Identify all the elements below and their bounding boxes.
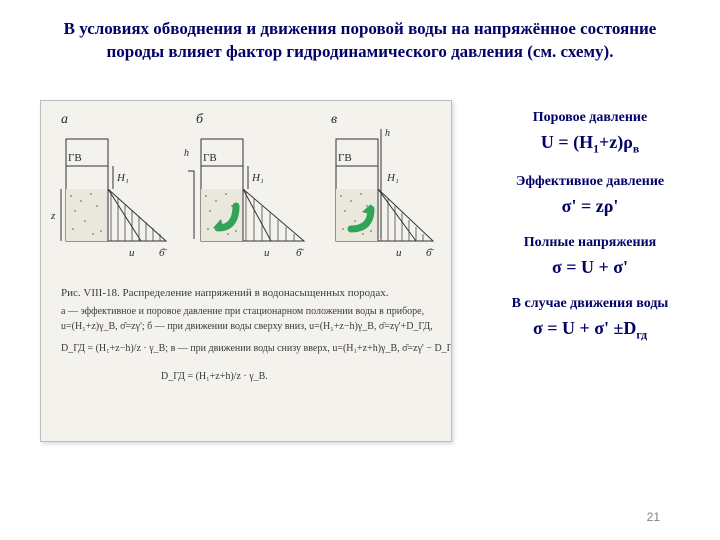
- title-line1: В условиях обводнения и движения поровой…: [64, 19, 657, 38]
- svg-text:и: и: [264, 247, 270, 259]
- svg-text:ГВ: ГВ: [203, 152, 217, 164]
- total-stress-block: Полные напряжения σ = U + σ': [485, 235, 695, 278]
- svg-text:б: б: [196, 112, 204, 127]
- flow-stress-block: В случае движения воды σ = U + σ' ±Dгд: [485, 296, 695, 342]
- flow-label: В случае движения воды: [485, 296, 695, 312]
- svg-text:ГВ: ГВ: [338, 152, 352, 164]
- svg-text:h: h: [184, 148, 189, 159]
- pore-formula: U = (H1+z)ρв: [485, 132, 695, 156]
- title-line2: породы влияет фактор гидродинамического …: [107, 42, 614, 61]
- svg-text:б̄: б̄: [159, 247, 168, 259]
- total-label: Полные напряжения: [485, 235, 695, 251]
- svg-text:и: и: [129, 247, 135, 259]
- diagram-figure: а ГВ H₁ z: [40, 100, 452, 442]
- svg-text:Рис. VIII-18. Распределение на: Рис. VIII-18. Распределение напряжений в…: [61, 287, 389, 299]
- svg-text:б̄: б̄: [426, 247, 435, 259]
- svg-text:z: z: [50, 210, 56, 222]
- svg-text:а: а: [61, 112, 68, 127]
- svg-text:а — эффективное и поровое давл: а — эффективное и поровое давление при с…: [61, 306, 424, 317]
- svg-text:в: в: [331, 112, 337, 127]
- eff-formula: σ' = zρ': [485, 196, 695, 217]
- formula-column: Поровое давление U = (H1+z)ρв Эффективно…: [485, 110, 695, 359]
- total-formula: σ = U + σ': [485, 257, 695, 278]
- title: В условиях обводнения и движения поровой…: [40, 18, 680, 64]
- svg-text:H₁: H₁: [251, 172, 264, 184]
- svg-text:и: и: [396, 247, 402, 259]
- svg-text:h: h: [385, 128, 390, 139]
- svg-text:D_ГД = (H₁+z+h)/z · γ_B.: D_ГД = (H₁+z+h)/z · γ_B.: [161, 371, 268, 382]
- svg-text:D_ГД = (H₁+z−h)/z · γ_B; в —: D_ГД = (H₁+z−h)/z · γ_B; в — при движени…: [61, 343, 451, 354]
- svg-text:ГВ: ГВ: [68, 152, 82, 164]
- flow-formula: σ = U + σ' ±Dгд: [485, 318, 695, 342]
- page-number: 21: [647, 510, 660, 524]
- eff-label: Эффективное давление: [485, 174, 695, 190]
- svg-text:б̄: б̄: [296, 247, 305, 259]
- svg-text:u=(H₁+z)γ_B, σ̄=zγ'; б — при: u=(H₁+z)γ_B, σ̄=zγ'; б — при движении во…: [61, 321, 433, 332]
- pore-label: Поровое давление: [485, 110, 695, 126]
- pore-pressure-block: Поровое давление U = (H1+z)ρв: [485, 110, 695, 156]
- eff-pressure-block: Эффективное давление σ' = zρ': [485, 174, 695, 217]
- svg-text:H₁: H₁: [116, 172, 129, 184]
- svg-text:H₁: H₁: [386, 172, 399, 184]
